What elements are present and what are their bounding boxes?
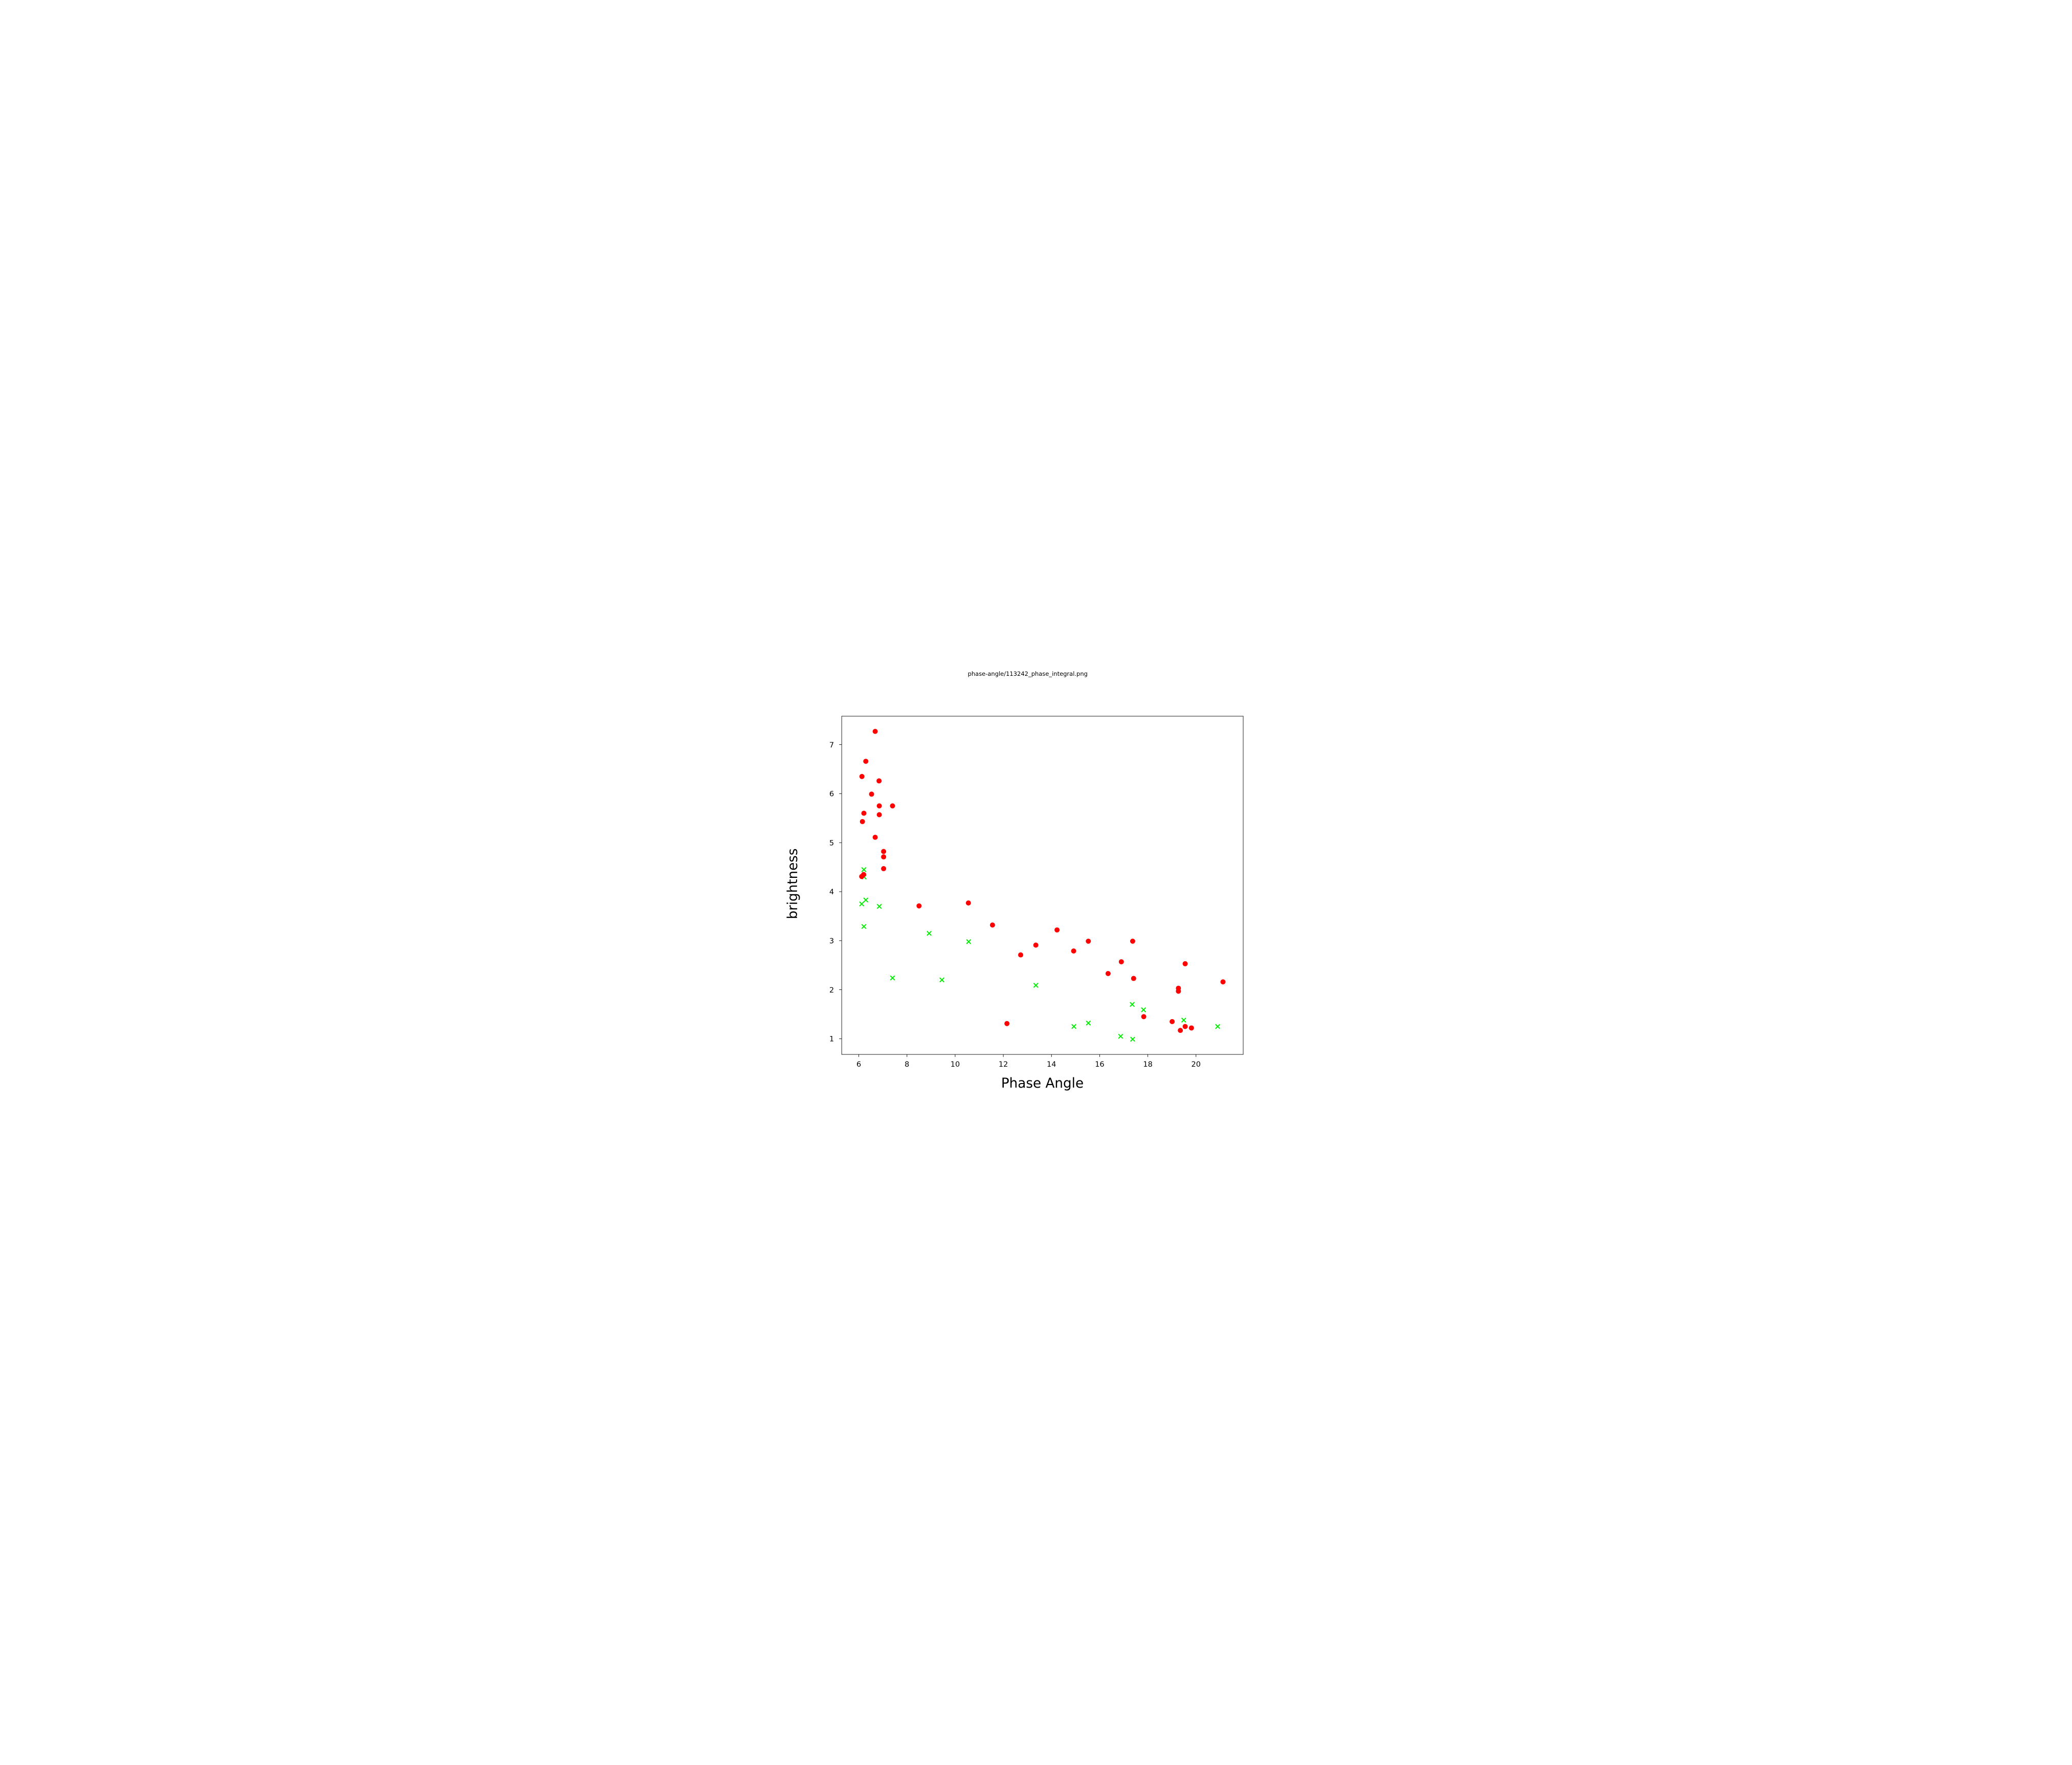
data-point-red	[872, 729, 878, 734]
data-point-red	[890, 803, 895, 809]
data-point-red	[1054, 927, 1060, 933]
data-point-red	[859, 819, 865, 824]
y-tick-label: 1	[829, 1035, 834, 1044]
data-point-red	[916, 903, 922, 909]
data-point-red	[1178, 1028, 1183, 1033]
data-point-green-x	[876, 903, 882, 909]
x-tick-label: 16	[1095, 1061, 1104, 1069]
figure-title: phase-angle/113242_phase_integral.png	[968, 670, 1088, 677]
data-point-red	[876, 778, 882, 784]
data-point-red	[876, 812, 882, 818]
data-point-green-x	[861, 924, 867, 929]
data-point-red	[1071, 948, 1076, 954]
data-point-red	[1182, 961, 1188, 966]
y-tick-label: 2	[829, 986, 834, 995]
data-point-green-x	[1118, 1033, 1123, 1039]
data-point-red	[863, 759, 869, 764]
data-point-green-x	[863, 897, 869, 903]
data-point-green-x	[1130, 1036, 1135, 1042]
data-point-red	[1033, 942, 1039, 948]
data-point-green-x	[1086, 1020, 1091, 1026]
data-point-green-x	[1215, 1024, 1221, 1029]
data-point-green-x	[939, 977, 944, 983]
data-point-red	[861, 810, 867, 816]
data-point-green-x	[861, 867, 867, 872]
data-point-red	[1170, 1019, 1175, 1024]
plot-area-border	[841, 716, 1244, 1055]
data-point-green-x	[1141, 1007, 1147, 1012]
data-point-red	[876, 803, 882, 809]
data-point-red	[1004, 1021, 1010, 1026]
data-point-green-x	[859, 901, 865, 907]
data-point-red	[872, 834, 878, 840]
data-point-red	[989, 922, 995, 928]
x-tick-label: 8	[905, 1061, 909, 1069]
data-point-red	[859, 774, 865, 779]
data-point-green-x	[1071, 1024, 1076, 1029]
data-point-red	[1130, 938, 1135, 944]
data-point-red	[881, 849, 887, 854]
y-tick-label: 6	[829, 790, 834, 799]
y-tick-label: 5	[829, 839, 834, 847]
data-point-green-x	[1181, 1018, 1186, 1023]
data-points	[859, 729, 1226, 1042]
data-point-red	[859, 874, 865, 879]
data-point-red	[1182, 1024, 1188, 1029]
x-tick-label: 12	[999, 1061, 1008, 1069]
data-point-red	[1131, 976, 1136, 981]
data-point-green-x	[890, 975, 895, 981]
data-point-red	[1220, 979, 1226, 985]
x-tick-label: 10	[951, 1061, 960, 1069]
data-point-red	[1086, 938, 1091, 944]
x-tick-label: 6	[856, 1061, 861, 1069]
data-point-red	[881, 854, 887, 859]
scatter-plot: phase-angle/113242_phase_integral.png 6 8…	[777, 662, 1295, 1103]
x-axis-label: Phase Angle	[1001, 1076, 1084, 1091]
data-point-green-x	[927, 931, 932, 936]
data-point-red	[869, 791, 874, 797]
figure-background	[777, 662, 1295, 1103]
y-tick-label: 3	[829, 937, 834, 945]
data-point-red	[1105, 970, 1111, 976]
y-tick-label: 7	[829, 741, 834, 749]
x-tick-label: 14	[1047, 1061, 1056, 1069]
data-point-red	[1176, 988, 1181, 994]
data-point-red	[965, 900, 971, 906]
data-point-red	[1141, 1014, 1147, 1020]
data-point-red	[1118, 959, 1124, 964]
y-axis-label: brightness	[785, 848, 801, 919]
y-tick-label: 4	[829, 888, 834, 896]
data-point-red	[881, 866, 887, 871]
data-point-red	[1188, 1025, 1194, 1031]
data-point-green-x	[1033, 983, 1039, 988]
data-point-red	[1018, 952, 1024, 958]
data-point-green-x	[966, 939, 972, 944]
x-tick-label: 18	[1143, 1061, 1152, 1069]
x-tick-label: 20	[1192, 1061, 1201, 1069]
data-point-green-x	[1130, 1002, 1135, 1007]
